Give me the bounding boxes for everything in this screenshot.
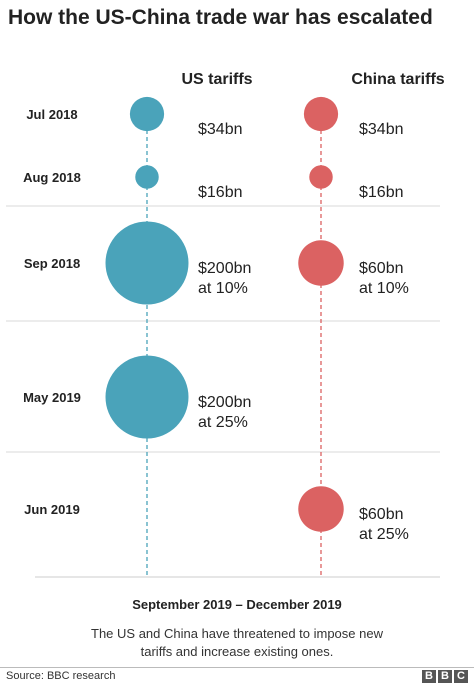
row-date-label: Jun 2019 (24, 502, 80, 517)
bubble-label-china: $34bn (359, 121, 404, 138)
bubble-label-us: at 25% (198, 414, 248, 431)
bubble-china (303, 96, 339, 132)
row-date-label: Jul 2018 (26, 107, 77, 122)
bbc-logo-letter-3: C (454, 670, 468, 683)
future-note-line: tariffs and increase existing ones. (141, 644, 334, 659)
source-note: Source: BBC research (6, 670, 116, 682)
chart-title: How the US-China trade war has escalated (8, 6, 433, 29)
bubble-label-us: $200bn (198, 394, 251, 411)
bbc-logo-letter-2: B (438, 670, 452, 683)
future-note-line: The US and China have threatened to impo… (91, 626, 384, 641)
bubble-us (105, 221, 189, 305)
bubble-us (135, 165, 159, 189)
row-date-label: May 2019 (23, 390, 81, 405)
bubble-label-china: $16bn (359, 184, 404, 201)
bubble-chart: US tariffs China tariffs Jul 2018 $34bn $34b… (6, 71, 445, 659)
bubble-china (309, 165, 333, 189)
bubble-label-china: $60bn (359, 260, 404, 277)
bubble-label-us: $16bn (198, 184, 243, 201)
row-date-label: Sep 2018 (24, 256, 80, 271)
footer-divider (0, 667, 474, 668)
bubble-label-china: $60bn (359, 506, 404, 523)
bubble-label-us: $34bn (198, 121, 243, 138)
bubble-china (298, 240, 344, 286)
column-header-us: US tariffs (181, 71, 252, 88)
future-period-label: September 2019 – December 2019 (132, 597, 342, 612)
bbc-logo-letter-1: B (422, 670, 436, 683)
bubble-label-china: at 25% (359, 526, 409, 543)
row-date-label: Aug 2018 (23, 170, 81, 185)
bubble-label-us: at 10% (198, 280, 248, 297)
bubble-us (105, 355, 189, 439)
bubble-label-china: at 10% (359, 280, 409, 297)
bubble-us (129, 96, 165, 132)
column-header-china: China tariffs (351, 71, 444, 88)
bbc-logo: B B C (422, 670, 468, 683)
bubble-china (298, 486, 344, 532)
bubble-label-us: $200bn (198, 260, 251, 277)
